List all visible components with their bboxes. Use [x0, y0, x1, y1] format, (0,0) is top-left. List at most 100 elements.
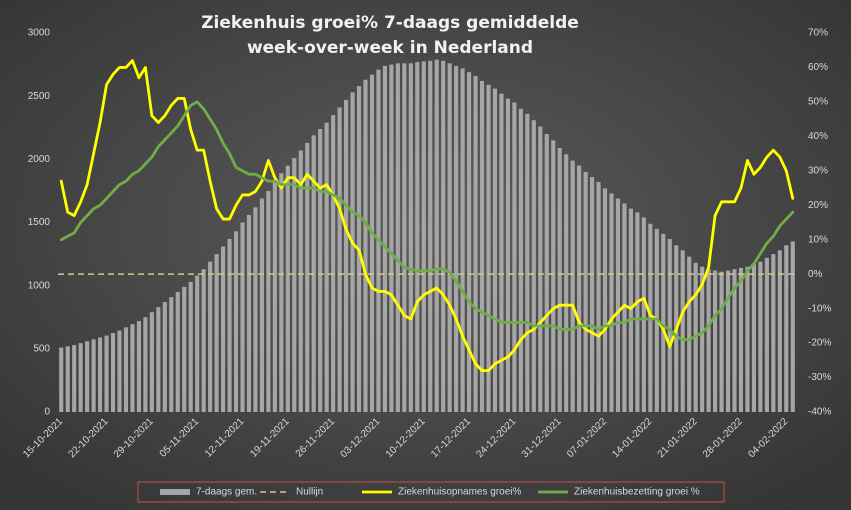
- bar: [143, 317, 148, 412]
- bar: [777, 250, 782, 412]
- y-tick-label: 3000: [28, 28, 51, 39]
- line: [59, 100, 795, 342]
- bar: [350, 92, 355, 413]
- legend-label: Ziekenhuisbezetting groei %: [574, 487, 700, 498]
- bar: [596, 182, 601, 412]
- y-tick-label: 2500: [28, 91, 51, 102]
- bar: [428, 60, 433, 412]
- bar: [395, 63, 400, 412]
- bar: [318, 129, 323, 412]
- bar: [130, 324, 135, 412]
- bar: [91, 339, 96, 412]
- bar: [751, 264, 756, 412]
- bar: [505, 98, 510, 413]
- bar: [531, 120, 536, 413]
- bar: [208, 261, 213, 412]
- bar: [492, 88, 498, 412]
- bar: [175, 291, 180, 412]
- bar: [240, 222, 245, 412]
- bar: [680, 250, 685, 412]
- y2-tick-label: 20%: [808, 200, 828, 211]
- legend-label: Ziekenhuisopnames groei%: [398, 487, 522, 498]
- y-tick-label: 500: [33, 343, 50, 354]
- bar: [233, 231, 239, 412]
- bar: [415, 62, 420, 412]
- bar: [59, 347, 64, 412]
- bar: [214, 254, 219, 412]
- bar: [661, 233, 666, 412]
- bar: [538, 126, 543, 412]
- bar: [764, 257, 769, 412]
- y2-tick-label: 10%: [808, 234, 828, 245]
- bar: [253, 207, 258, 412]
- bar: [518, 108, 523, 413]
- bar: [641, 217, 646, 412]
- bar: [389, 64, 394, 412]
- y2-tick-label: 40%: [808, 131, 828, 142]
- legend-label: 7-daags gem.: [196, 487, 257, 498]
- bar: [525, 113, 530, 412]
- bar: [72, 345, 77, 412]
- bar: [622, 203, 627, 412]
- y2-tick-label: 60%: [808, 62, 828, 73]
- bar: [473, 75, 478, 412]
- y2-tick-label: -40%: [808, 407, 831, 418]
- bar: [85, 341, 90, 412]
- bar: [266, 190, 271, 412]
- bar: [363, 79, 368, 412]
- bar: [104, 335, 109, 412]
- bar: [188, 281, 193, 412]
- bar: [628, 208, 633, 412]
- y2-tick-label: -10%: [808, 303, 831, 314]
- legend-swatch: [160, 489, 190, 495]
- bar: [117, 330, 122, 412]
- bar: [557, 147, 562, 413]
- y2-tick-label: -20%: [808, 338, 831, 349]
- bar: [719, 271, 724, 412]
- bar: [408, 63, 413, 412]
- bar: [460, 68, 465, 412]
- y-tick-label: 1000: [28, 280, 51, 291]
- bar: [78, 343, 83, 412]
- bar: [667, 238, 672, 412]
- bar: [421, 61, 426, 413]
- bar: [758, 261, 763, 412]
- bar: [201, 269, 206, 412]
- bar: [602, 188, 608, 412]
- y2-tick-label: 0%: [808, 269, 823, 280]
- bar: [467, 72, 472, 412]
- line: [59, 59, 795, 373]
- legend-label: Nullijn: [296, 487, 323, 498]
- bar: [149, 312, 154, 412]
- bar: [434, 59, 439, 412]
- bar: [285, 165, 290, 412]
- bar: [745, 266, 750, 412]
- y2-tick-label: 50%: [808, 97, 828, 108]
- bar: [246, 214, 252, 412]
- y2-tick-label: 70%: [808, 28, 828, 39]
- y2-tick-label: -30%: [808, 372, 831, 383]
- bar: [577, 165, 582, 412]
- bar: [169, 297, 174, 412]
- bar: [298, 150, 303, 413]
- bar: [713, 270, 718, 412]
- y-tick-label: 2000: [28, 154, 51, 165]
- bar: [331, 115, 336, 412]
- bar: [479, 81, 485, 413]
- bar: [279, 173, 284, 412]
- bar: [615, 198, 621, 412]
- bar: [344, 99, 349, 412]
- chart-title: Ziekenhuis groei% 7-daags gemiddelde: [201, 13, 579, 33]
- bar: [687, 256, 692, 412]
- bar: [725, 270, 731, 412]
- bar: [590, 177, 595, 412]
- y-tick-label: 1500: [28, 217, 51, 228]
- bar: [564, 154, 569, 412]
- bar: [402, 63, 407, 412]
- y2-tick-label: 30%: [808, 165, 828, 176]
- bar: [512, 102, 517, 412]
- bar: [382, 65, 387, 412]
- bar: [123, 327, 129, 412]
- bar: [454, 65, 459, 412]
